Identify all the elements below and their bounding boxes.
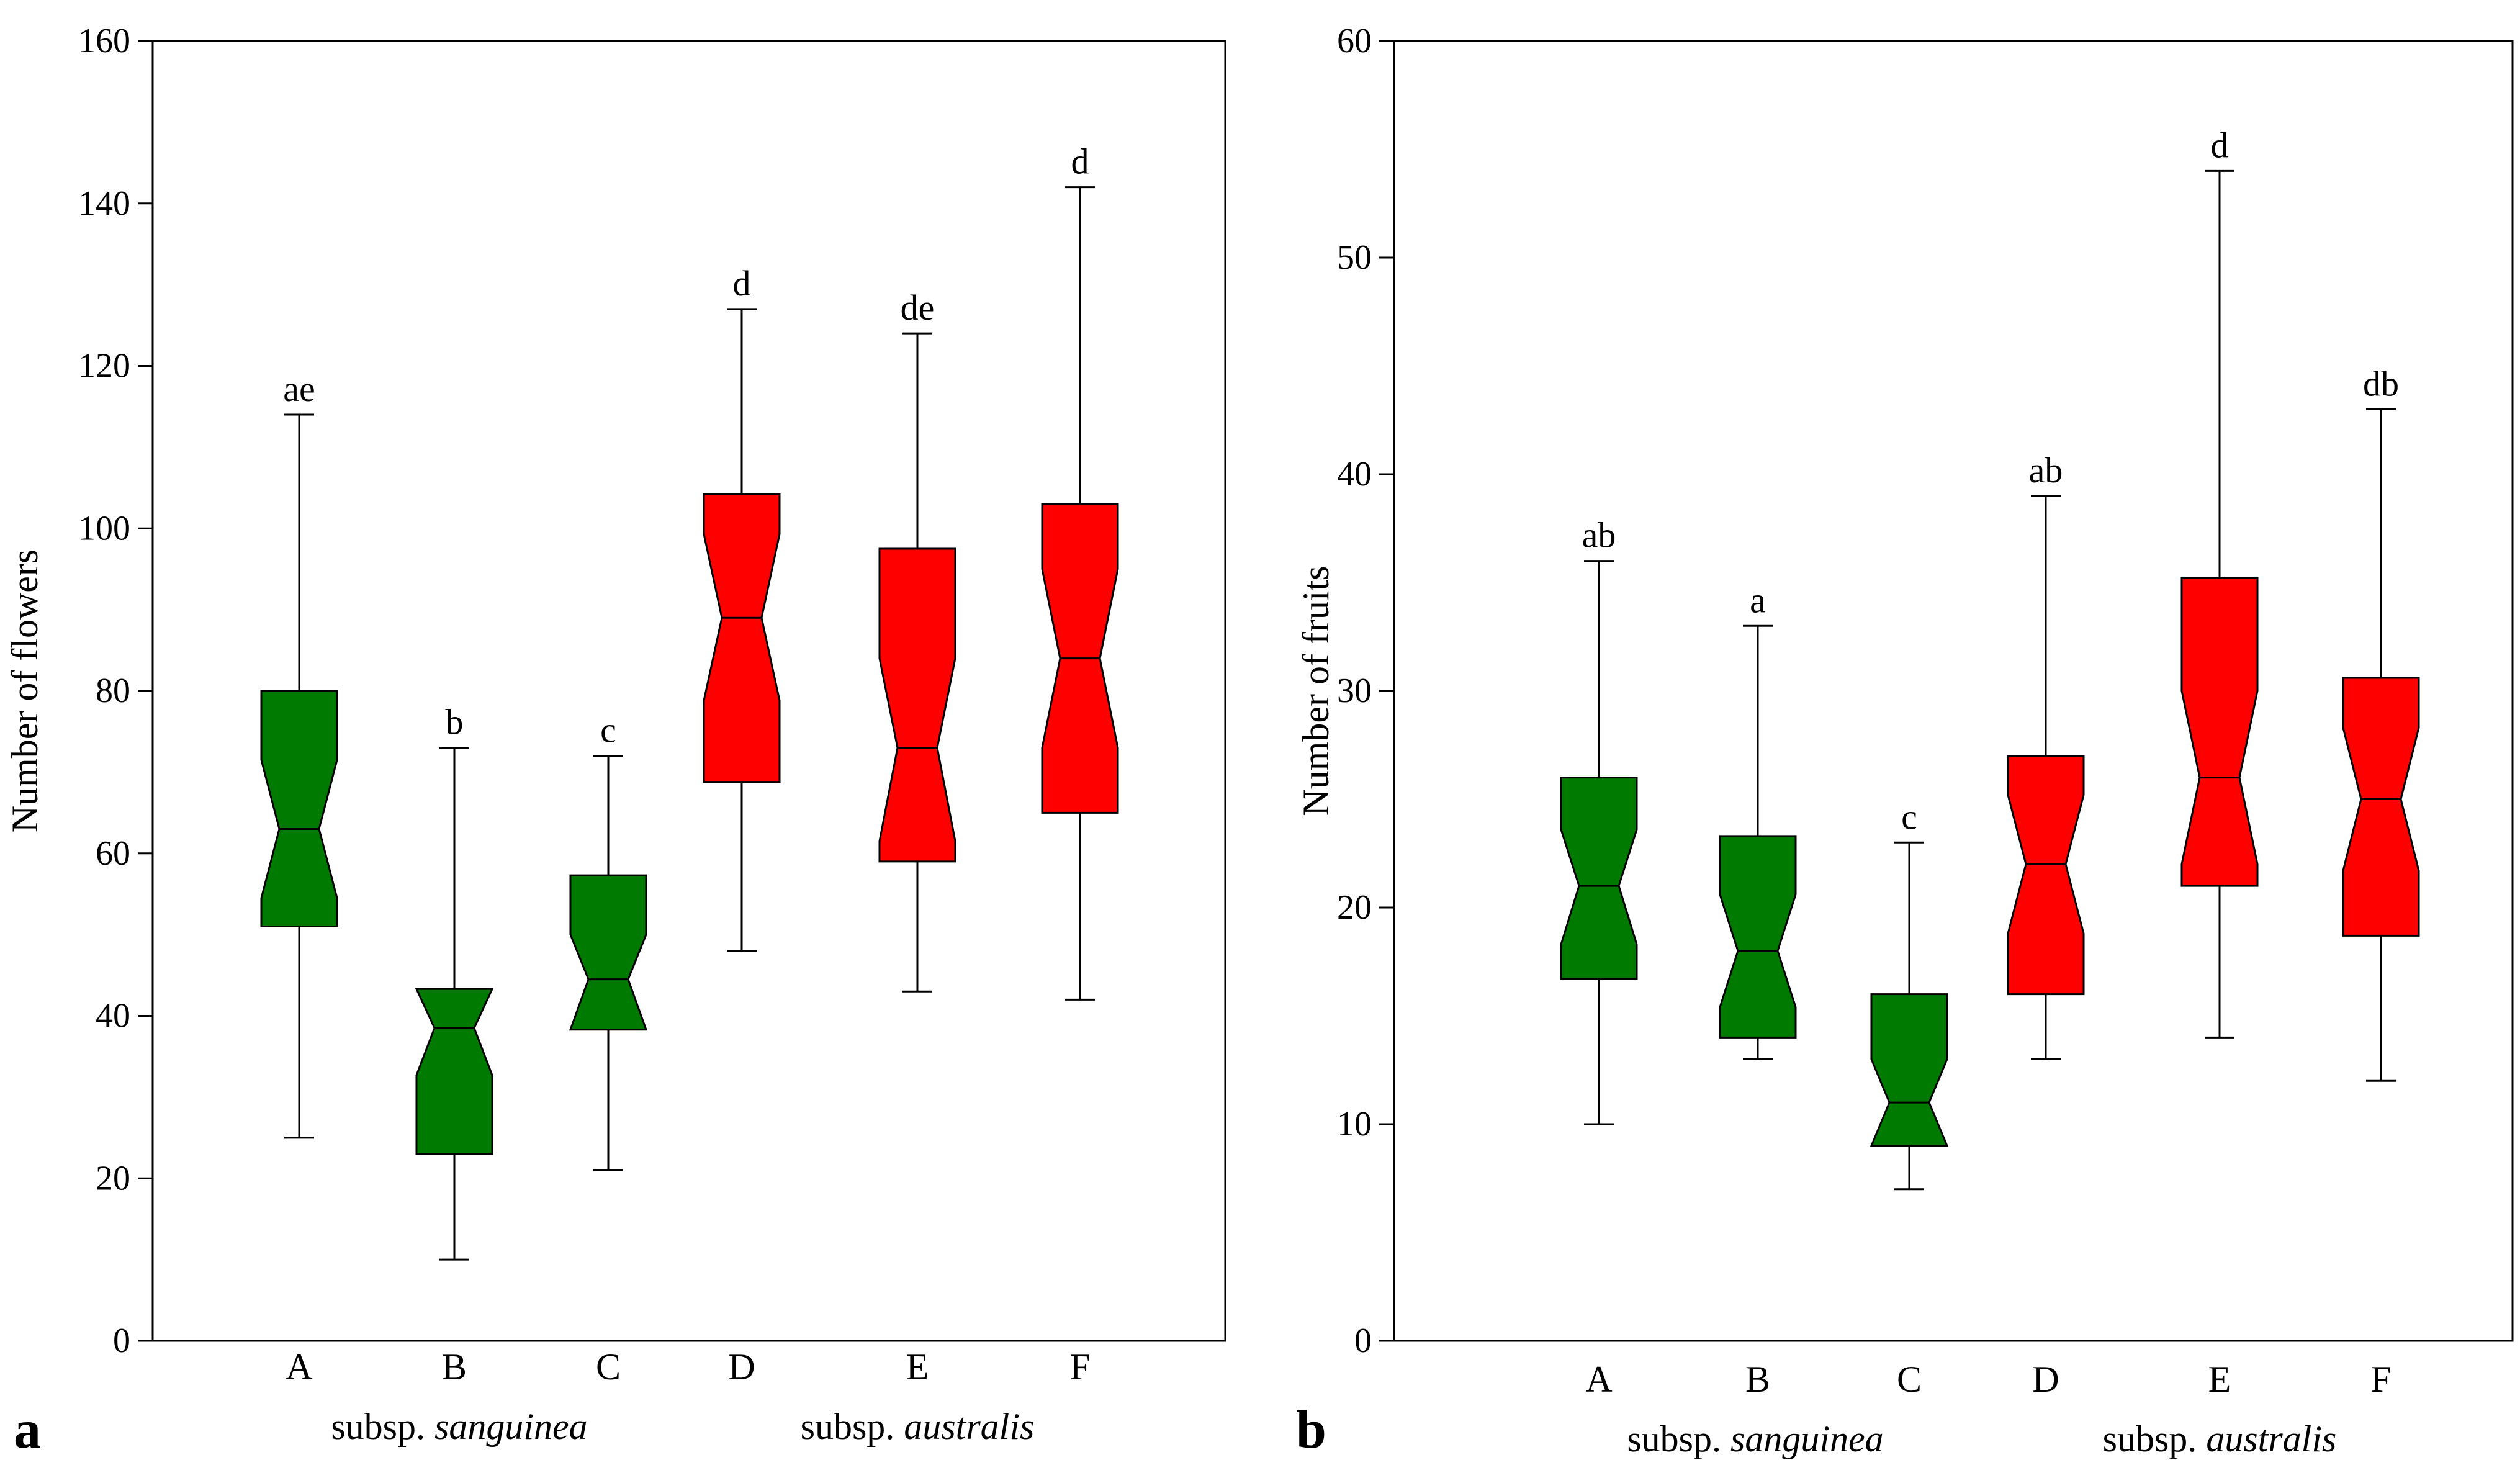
group-label: subsp. sanguinea bbox=[1627, 1418, 1883, 1459]
significance-label: db bbox=[2363, 363, 2399, 403]
box-C: c bbox=[569, 710, 648, 1171]
significance-label: d bbox=[2211, 125, 2229, 165]
group-label-prefix: subsp. bbox=[801, 1406, 904, 1447]
y-tick-label: 50 bbox=[1337, 238, 1372, 277]
group-label-prefix: subsp. bbox=[2103, 1418, 2207, 1459]
significance-label: de bbox=[901, 287, 935, 328]
box-D: ab bbox=[2007, 450, 2085, 1060]
y-tick-label: 40 bbox=[1337, 455, 1372, 493]
x-tick-label: A bbox=[286, 1346, 312, 1387]
y-tick-label: 80 bbox=[96, 672, 130, 710]
significance-label: ab bbox=[1582, 515, 1616, 556]
y-tick-label: 60 bbox=[1337, 22, 1372, 60]
group-label-name: sanguinea bbox=[434, 1406, 588, 1447]
x-tick-label: D bbox=[2032, 1359, 2059, 1400]
box-A: ab bbox=[1560, 515, 1638, 1125]
box-D: d bbox=[703, 263, 781, 952]
significance-label: c bbox=[1901, 796, 1917, 837]
significance-label: ab bbox=[2029, 450, 2063, 490]
chart-panel-b: 0 10 20 30 40 50 60 Number of fruits A B C D E Fsubsp… bbox=[1295, 22, 2514, 1460]
box-E: de bbox=[878, 287, 956, 993]
box-B: b bbox=[415, 702, 494, 1261]
box-body bbox=[878, 547, 956, 863]
group-label-prefix: subsp. bbox=[1627, 1418, 1730, 1459]
x-tick-label: E bbox=[906, 1346, 929, 1387]
x-tick-label: E bbox=[2208, 1359, 2231, 1400]
y-tick-label: 40 bbox=[96, 997, 130, 1035]
x-tick-label: B bbox=[1745, 1359, 1770, 1400]
box-body bbox=[2342, 677, 2420, 937]
significance-label: d bbox=[1071, 142, 1089, 182]
x-tick-label: A bbox=[1585, 1359, 1612, 1400]
box-E: d bbox=[2180, 125, 2259, 1039]
group-label-name: australis bbox=[904, 1406, 1034, 1447]
group-label: subsp. australis bbox=[2103, 1418, 2337, 1459]
significance-label: ae bbox=[283, 369, 315, 409]
y-tick-label: 10 bbox=[1337, 1105, 1372, 1143]
panel-label: a bbox=[14, 1400, 41, 1460]
y-tick-label: 120 bbox=[78, 347, 130, 385]
x-tick-label: F bbox=[2370, 1359, 2391, 1400]
y-tick-label: 20 bbox=[1337, 888, 1372, 927]
y-axis-label: Number of flowers bbox=[4, 549, 45, 833]
chart-panel-a: 0 20 40 60 80 100 120 140 160 Number of flowers A B… bbox=[4, 22, 1226, 1460]
box-F: d bbox=[1041, 142, 1119, 1001]
box-A: ae bbox=[260, 369, 338, 1139]
box-body bbox=[2180, 577, 2259, 887]
y-tick-label: 0 bbox=[113, 1322, 130, 1360]
box-F: db bbox=[2342, 363, 2420, 1082]
group-label-prefix: subsp. bbox=[331, 1406, 434, 1447]
x-tick-label: F bbox=[1069, 1346, 1090, 1387]
box-body bbox=[703, 493, 781, 783]
box-body bbox=[1870, 993, 1949, 1147]
box-body bbox=[1560, 777, 1638, 980]
significance-label: c bbox=[600, 710, 616, 750]
box-body bbox=[415, 988, 494, 1155]
significance-label: a bbox=[1750, 580, 1766, 620]
y-tick-label: 160 bbox=[78, 22, 130, 60]
group-label: subsp. sanguinea bbox=[331, 1406, 587, 1447]
x-tick-label: C bbox=[596, 1346, 621, 1387]
x-tick-label: C bbox=[1897, 1359, 1922, 1400]
y-tick-label: 100 bbox=[78, 509, 130, 547]
x-tick-label: B bbox=[442, 1346, 467, 1387]
y-tick-label: 140 bbox=[78, 184, 130, 223]
box-C: c bbox=[1870, 796, 1949, 1191]
box-body bbox=[2007, 755, 2085, 996]
group-label: subsp. australis bbox=[801, 1406, 1035, 1447]
group-label-name: australis bbox=[2206, 1418, 2336, 1459]
box-body bbox=[569, 874, 648, 1031]
box-body bbox=[260, 690, 338, 928]
x-tick-label: D bbox=[728, 1346, 755, 1387]
y-axis-label: Number of fruits bbox=[1295, 566, 1336, 816]
box-B: a bbox=[1719, 580, 1797, 1060]
box-body bbox=[1719, 835, 1797, 1039]
y-tick-label: 0 bbox=[1354, 1322, 1372, 1360]
y-tick-label: 30 bbox=[1337, 672, 1372, 710]
significance-label: b bbox=[446, 702, 464, 742]
significance-label: d bbox=[733, 263, 751, 304]
y-tick-label: 60 bbox=[96, 834, 130, 873]
y-tick-label: 20 bbox=[96, 1159, 130, 1197]
panel-label: b bbox=[1296, 1400, 1326, 1460]
group-label-name: sanguinea bbox=[1730, 1418, 1884, 1459]
